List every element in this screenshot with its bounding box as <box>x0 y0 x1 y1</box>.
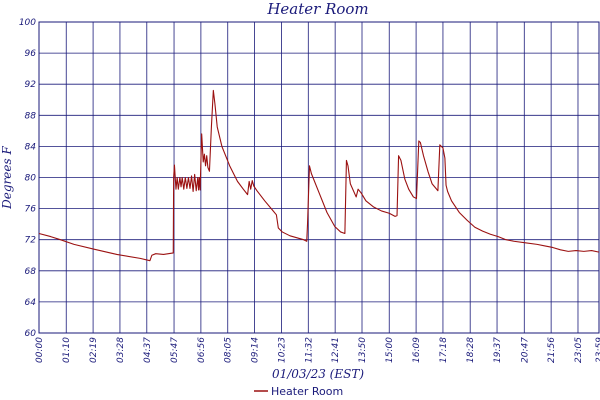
y-tick-labels: 60 64 68 72 76 80 84 88 92 96 100 <box>19 18 36 339</box>
x-tick-label: 20:47 <box>520 337 530 363</box>
x-tick-label: 03:28 <box>116 337 126 363</box>
x-tick-label: 23:05 <box>574 337 584 363</box>
y-tick-label: 96 <box>25 49 37 59</box>
legend-label: Heater Room <box>271 385 343 398</box>
x-tick-label: 17:18 <box>439 337 449 363</box>
x-axis-label: 01/03/23 (EST) <box>272 367 364 381</box>
x-tick-label: 01:10 <box>62 337 72 363</box>
chart-title: Heater Room <box>266 0 368 18</box>
x-tick-label: 16:09 <box>412 337 422 363</box>
y-tick-label: 80 <box>25 174 37 184</box>
series-layer <box>38 89 600 262</box>
x-tick-label: 23:59 <box>595 337 600 363</box>
x-tick-label: 19:37 <box>493 337 503 363</box>
x-tick-label: 15:00 <box>385 337 395 363</box>
y-axis-label: Degrees F <box>0 146 14 210</box>
y-tick-label: 84 <box>25 142 37 152</box>
x-tick-label: 10:23 <box>277 337 287 363</box>
x-tick-label: 12:41 <box>331 337 341 363</box>
plot-border <box>38 21 600 334</box>
y-tick-label: 92 <box>25 80 37 90</box>
x-tick-label: 11:32 <box>304 337 314 363</box>
x-tick-label: 02:19 <box>89 337 99 363</box>
x-tick-label: 08:05 <box>224 337 234 363</box>
y-tick-label: 72 <box>25 236 37 246</box>
x-tick-label: 18:28 <box>466 337 476 363</box>
x-tick-label: 06:56 <box>197 337 207 363</box>
y-tick-label: 76 <box>25 205 37 215</box>
x-tick-label: 00:00 <box>35 337 45 363</box>
y-tick-label: 88 <box>25 111 37 121</box>
y-tick-label: 68 <box>25 267 37 277</box>
grid <box>38 21 600 334</box>
series-line-heater-room <box>38 89 600 262</box>
x-tick-label: 21:56 <box>547 337 557 363</box>
x-tick-label: 05:47 <box>170 337 180 363</box>
x-tick-label: 09:14 <box>251 337 261 363</box>
x-tick-labels: 00:00 01:10 02:19 03:28 04:37 05:47 06:56 08:05… <box>35 337 600 363</box>
y-tick-label: 100 <box>19 18 36 28</box>
y-tick-label: 64 <box>25 298 37 308</box>
y-tick-label: 60 <box>25 329 37 339</box>
legend: Heater Room <box>254 385 343 398</box>
x-tick-label: 13:50 <box>358 337 368 363</box>
x-tick-label: 04:37 <box>143 337 153 363</box>
